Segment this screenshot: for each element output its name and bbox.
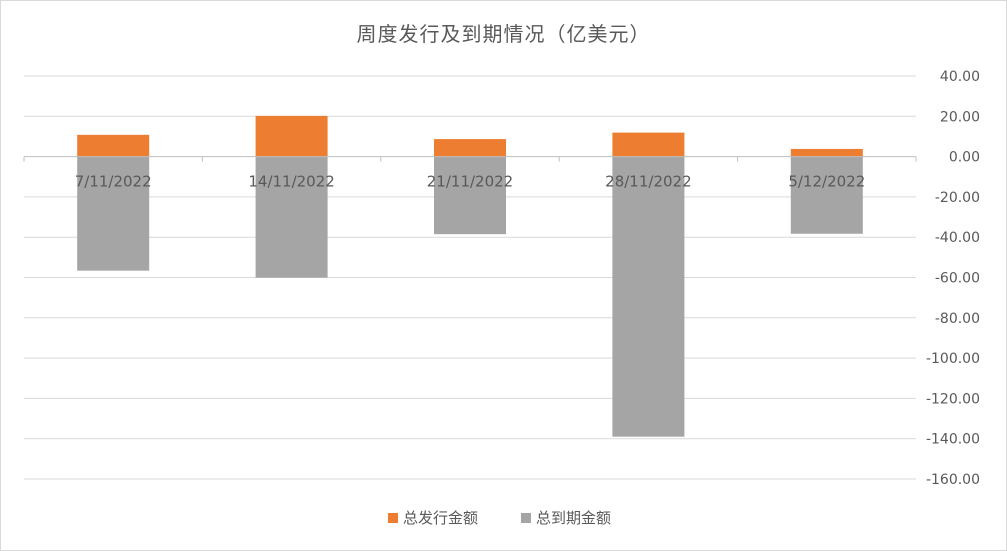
legend-swatch <box>388 513 398 523</box>
maturity-bar <box>434 156 506 235</box>
y-tick-label: -60.00 <box>935 271 980 287</box>
x-tick-label: 5/12/2022 <box>788 173 865 191</box>
issuance-bar <box>434 139 506 157</box>
y-tick-label: -100.00 <box>926 351 980 367</box>
axes: 40.00 20.00 0.00 -20.00 -40.00 -60.00 -80.00 -1… <box>23 69 980 488</box>
y-tick-label: 20.00 <box>940 109 980 125</box>
x-tick-label: 28/11/2022 <box>605 173 691 191</box>
legend-label: 总发行金额 <box>403 509 478 527</box>
y-tick-label: -20.00 <box>935 190 980 206</box>
chart-title: 周度发行及到期情况（亿美元） <box>356 22 651 46</box>
maturity-bar <box>790 156 863 234</box>
maturity-bar <box>77 156 150 271</box>
issuance-bar <box>255 115 328 157</box>
y-tick-label: -160.00 <box>926 472 980 488</box>
y-tick-label: -140.00 <box>926 432 980 448</box>
issuance-bar <box>790 148 863 157</box>
x-tick-label: 14/11/2022 <box>248 173 334 191</box>
legend-swatch <box>521 513 531 523</box>
gridlines <box>24 75 916 480</box>
y-tick-label: -40.00 <box>935 230 980 246</box>
y-tick-label: 40.00 <box>940 69 980 85</box>
issuance-bar <box>77 134 150 157</box>
x-tick-label: 7/11/2022 <box>75 173 152 191</box>
y-tick-label: 0.00 <box>949 150 980 166</box>
legend: 总发行金额 总到期金额 <box>388 509 611 527</box>
x-tick-label: 21/11/2022 <box>427 173 513 191</box>
maturity-bar <box>612 156 685 437</box>
labels: 7/11/2022 14/11/2022 21/11/2022 28/11/2022 5… <box>75 173 866 191</box>
legend-label: 总到期金额 <box>536 509 611 527</box>
bars <box>77 115 863 437</box>
issuance-bar <box>612 132 685 157</box>
y-tick-label: -80.00 <box>935 311 980 327</box>
maturity-bar <box>255 156 328 278</box>
y-tick-label: -120.00 <box>926 391 980 407</box>
